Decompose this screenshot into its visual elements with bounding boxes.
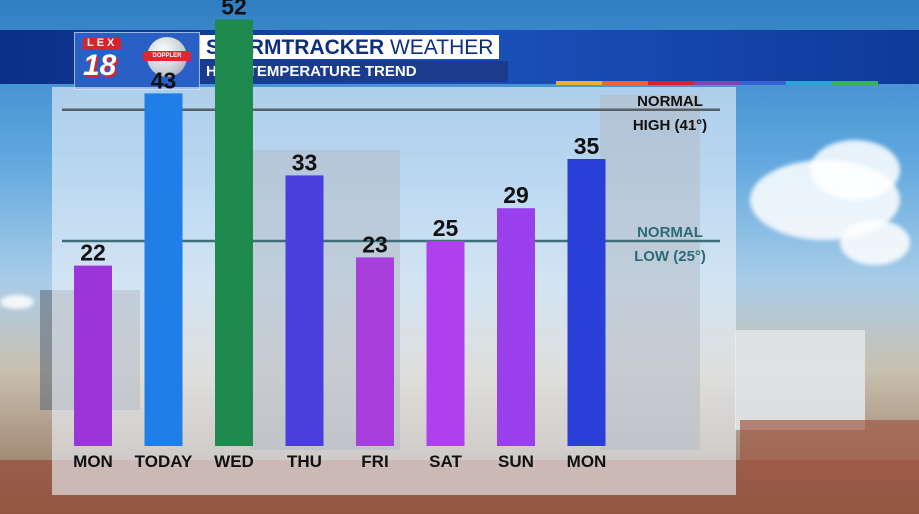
reference-label: LOW (25°) bbox=[634, 248, 706, 265]
category-label: THU bbox=[287, 452, 322, 471]
bar bbox=[426, 241, 465, 446]
bar-value-label: 25 bbox=[433, 215, 459, 241]
reference-label: NORMAL bbox=[637, 224, 703, 241]
bar-value-label: 22 bbox=[80, 240, 106, 266]
accent-stripe bbox=[694, 81, 740, 85]
category-label: SUN bbox=[498, 452, 534, 471]
category-label: FRI bbox=[361, 452, 388, 471]
bar bbox=[497, 208, 535, 446]
category-label: WED bbox=[214, 452, 254, 471]
accent-stripe bbox=[602, 81, 648, 85]
accent-stripe bbox=[556, 81, 602, 85]
bar-value-label: 35 bbox=[574, 133, 600, 159]
rooftops bbox=[740, 420, 919, 480]
bar-value-label: 29 bbox=[503, 182, 529, 208]
cloud bbox=[840, 220, 910, 265]
bar bbox=[285, 175, 324, 446]
bar-value-label: 43 bbox=[151, 67, 177, 93]
city-building bbox=[735, 330, 865, 430]
bar bbox=[74, 265, 112, 446]
header-subtitle: HIGH TEMPERATURE TREND bbox=[200, 61, 508, 82]
category-label: MON bbox=[73, 452, 113, 471]
bar bbox=[215, 19, 253, 446]
cloud bbox=[0, 295, 34, 309]
category-label: MON bbox=[567, 452, 607, 471]
reference-label: HIGH (41°) bbox=[633, 117, 707, 134]
bar-value-label: 23 bbox=[362, 231, 388, 257]
accent-stripe bbox=[786, 81, 832, 85]
logo-lex-text: LEX bbox=[83, 37, 122, 49]
bar-value-label: 52 bbox=[221, 0, 247, 20]
bar bbox=[567, 159, 606, 446]
station-logo: LEX 18 DOPPLER bbox=[74, 32, 200, 90]
logo-number: 18 bbox=[83, 49, 117, 82]
title-suffix: WEATHER bbox=[389, 36, 494, 59]
accent-stripes bbox=[556, 81, 878, 85]
bar bbox=[356, 257, 394, 446]
bar bbox=[144, 93, 183, 447]
category-label: TODAY bbox=[135, 452, 193, 471]
accent-stripe bbox=[648, 81, 694, 85]
reference-label: NORMAL bbox=[637, 93, 703, 110]
doppler-badge: DOPPLER bbox=[143, 51, 191, 61]
accent-stripe bbox=[832, 81, 878, 85]
cloud bbox=[810, 140, 900, 200]
bar-value-label: 33 bbox=[292, 149, 318, 175]
category-label: SAT bbox=[429, 452, 462, 471]
accent-stripe bbox=[740, 81, 786, 85]
